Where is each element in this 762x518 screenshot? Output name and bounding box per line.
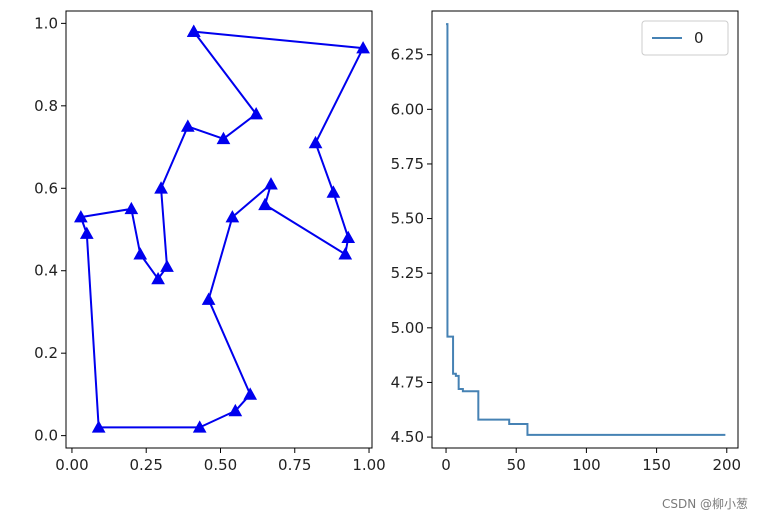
x-tick-label: 0: [441, 456, 451, 474]
series-line: [446, 23, 726, 436]
legend-label: 0: [694, 29, 704, 47]
city-marker: [180, 119, 195, 132]
axes-frame-1: [431, 10, 739, 449]
city-marker: [308, 135, 323, 149]
y-tick-label: 0.6: [34, 179, 58, 197]
y-tick-label: 5.75: [391, 155, 424, 173]
x-tick-label: 0.00: [55, 456, 88, 474]
x-tick-label: 0.25: [130, 456, 163, 474]
city-marker: [154, 181, 168, 194]
route-line: [79, 30, 365, 429]
legend-box: [641, 20, 729, 56]
city-marker: [133, 247, 148, 260]
x-tick-label: 50: [507, 456, 526, 474]
y-tick-label: 5.00: [391, 319, 424, 337]
y-tick-label: 4.50: [391, 428, 424, 446]
x-tick-label: 150: [642, 456, 671, 474]
y-tick-label: 4.75: [391, 373, 424, 391]
city-marker: [243, 387, 258, 400]
city-marker: [258, 197, 272, 211]
x-tick-label: 200: [712, 456, 741, 474]
city-marker: [249, 107, 263, 120]
city-marker: [151, 271, 165, 285]
city-marker: [192, 420, 207, 433]
x-tick-label: 0.50: [204, 456, 237, 474]
city-marker: [216, 131, 231, 145]
x-tick-label: 100: [572, 456, 601, 474]
city-marker: [124, 201, 139, 215]
city-marker: [228, 403, 243, 417]
city-marker: [79, 226, 94, 239]
y-tick-label: 5.25: [391, 264, 424, 282]
y-tick-label: 0.4: [34, 262, 58, 280]
city-marker: [225, 210, 240, 223]
city-marker: [186, 24, 201, 37]
city-marker: [74, 210, 88, 223]
x-tick-label: 1.00: [352, 456, 385, 474]
axes-frame-0: [65, 10, 373, 449]
city-marker: [264, 177, 278, 190]
city-marker: [341, 230, 356, 244]
city-marker: [356, 41, 370, 54]
y-tick-label: 6.25: [391, 46, 424, 64]
city-marker: [91, 420, 106, 433]
y-tick-label: 0.2: [34, 344, 58, 362]
y-tick-label: 0.8: [34, 97, 58, 115]
city-marker: [201, 292, 216, 305]
city-marker: [326, 185, 341, 198]
y-tick-label: 0.0: [34, 427, 58, 445]
right-axes: 0 50 100 150 200 4.50 4.75 5.00 5.25 5.50 5.75 6.00…: [391, 10, 741, 474]
city-marker: [338, 247, 353, 260]
y-tick-label: 6.00: [391, 100, 424, 118]
y-tick-label: 1.0: [34, 14, 58, 32]
left-axes: 0.00 0.25 0.50 0.75 1.00 0.0 0.2 0.4 0.6 0.8 1.0: [34, 10, 386, 474]
y-tick-label: 5.50: [391, 210, 424, 228]
watermark: CSDN @柳小葱: [661, 497, 748, 511]
x-tick-label: 0.75: [278, 456, 311, 474]
city-marker: [160, 259, 174, 272]
